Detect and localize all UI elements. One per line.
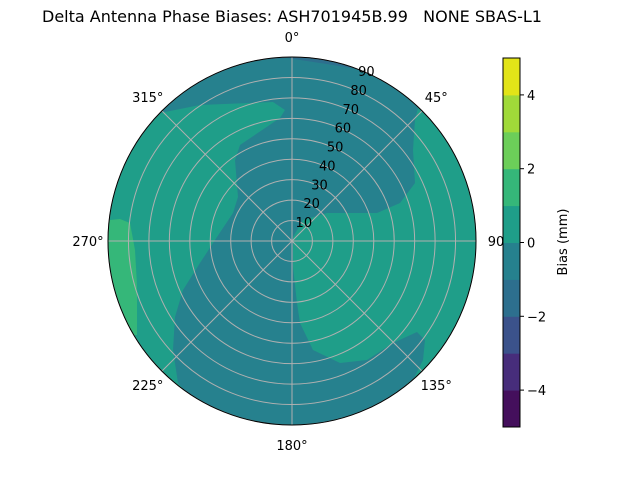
colorbar-band	[503, 242, 520, 280]
colorbar-tick-label: 4	[527, 89, 535, 104]
chart-title: Delta Antenna Phase Biases: ASH701945B.9…	[42, 7, 542, 26]
radial-tick-label: 10	[296, 216, 313, 231]
colorbar: 4 2 0 −2 −4	[502, 57, 546, 428]
colorbar-band	[503, 94, 520, 133]
radial-tick-label: 60	[335, 122, 352, 137]
colorbar-band	[503, 205, 520, 243]
colorbar-band	[503, 168, 520, 207]
radial-tick-label: 80	[350, 84, 367, 99]
angular-tick-label: 135°	[421, 379, 452, 394]
angular-tick-label: 180°	[276, 439, 307, 454]
radial-tick-label: 30	[311, 178, 328, 193]
colorbar-band	[503, 58, 520, 96]
colorbar-tick-label: 2	[527, 163, 535, 178]
radial-tick-label: 70	[342, 103, 359, 118]
polar-grid	[107, 56, 477, 426]
angular-tick-label: 0°	[285, 31, 300, 46]
radial-tick-label: 90	[358, 65, 375, 80]
colorbar-band	[503, 316, 520, 354]
colorbar-band	[503, 131, 520, 170]
colorbar-band	[503, 279, 520, 317]
angular-gridline	[291, 240, 423, 372]
colorbar-label: Bias (mm)	[556, 209, 571, 276]
angular-gridline	[291, 110, 423, 242]
angular-tick-label: 270°	[72, 235, 103, 250]
radial-tick-label: 20	[303, 197, 320, 212]
angular-tick-label: 315°	[132, 91, 163, 106]
radial-tick-label: 40	[319, 159, 336, 174]
polar-frame	[107, 56, 477, 426]
colorbar-tick-label: −4	[527, 384, 546, 399]
angular-gridline	[161, 240, 293, 372]
colorbar-band	[503, 353, 520, 391]
colorbar-band	[503, 390, 520, 428]
angular-tick-label: 45°	[425, 91, 448, 106]
colorbar-tick-label: −2	[527, 310, 546, 325]
contour-region-1-2	[108, 219, 137, 335]
angular-tick-label: 225°	[132, 379, 163, 394]
angular-gridline	[161, 110, 293, 242]
angular-tick-label: 90	[488, 235, 505, 250]
colorbar-tick-label: 0	[527, 237, 535, 252]
radial-tick-label: 50	[327, 141, 344, 156]
